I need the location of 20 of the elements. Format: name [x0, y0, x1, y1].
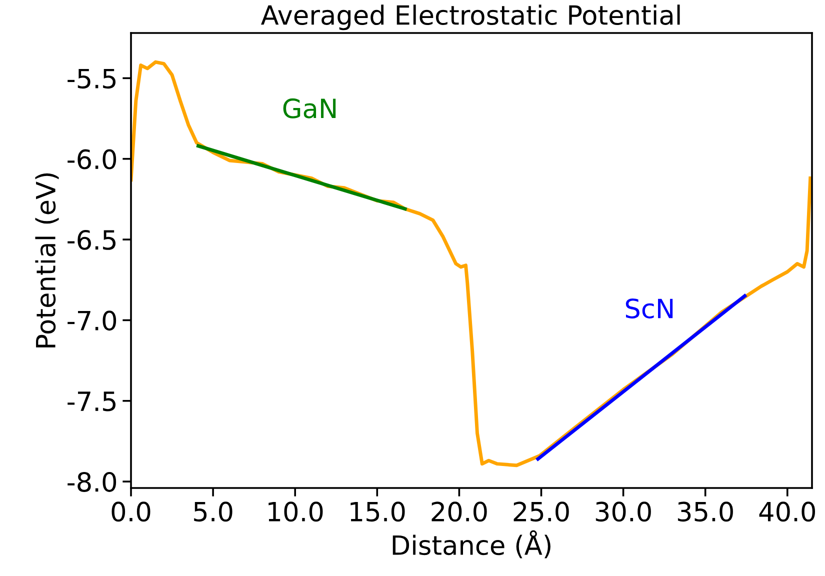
y-axis-title: Potential (eV) — [35, 173, 59, 348]
x-tick-label: 15.0 — [350, 502, 405, 522]
x-tick-label: 30.0 — [596, 502, 651, 522]
x-tick-label: 5.0 — [194, 502, 232, 522]
x-tick-label: 35.0 — [678, 502, 733, 522]
series-label: ScN — [626, 298, 673, 318]
x-tick-label: 10.0 — [268, 502, 323, 522]
x-tick-label: 20.0 — [432, 502, 487, 522]
y-tick-label: -5.5 — [68, 68, 116, 89]
x-tick-label: 40.0 — [759, 502, 816, 522]
x-axis-title: Distance (Å) — [392, 530, 550, 558]
y-tick-label: -8.0 — [68, 472, 116, 492]
series-label: GaN — [283, 98, 336, 118]
chart-title: Averaged Electrostatic Potential — [260, 4, 680, 30]
y-tick-label: -7.5 — [68, 392, 116, 412]
x-tick-label: 0.0 — [112, 502, 150, 522]
x-tick-label: 25.0 — [514, 502, 569, 522]
y-tick-label: -6.5 — [68, 230, 116, 250]
y-tick-label: -7.0 — [68, 310, 116, 331]
y-tick-label: -6.0 — [68, 149, 116, 170]
